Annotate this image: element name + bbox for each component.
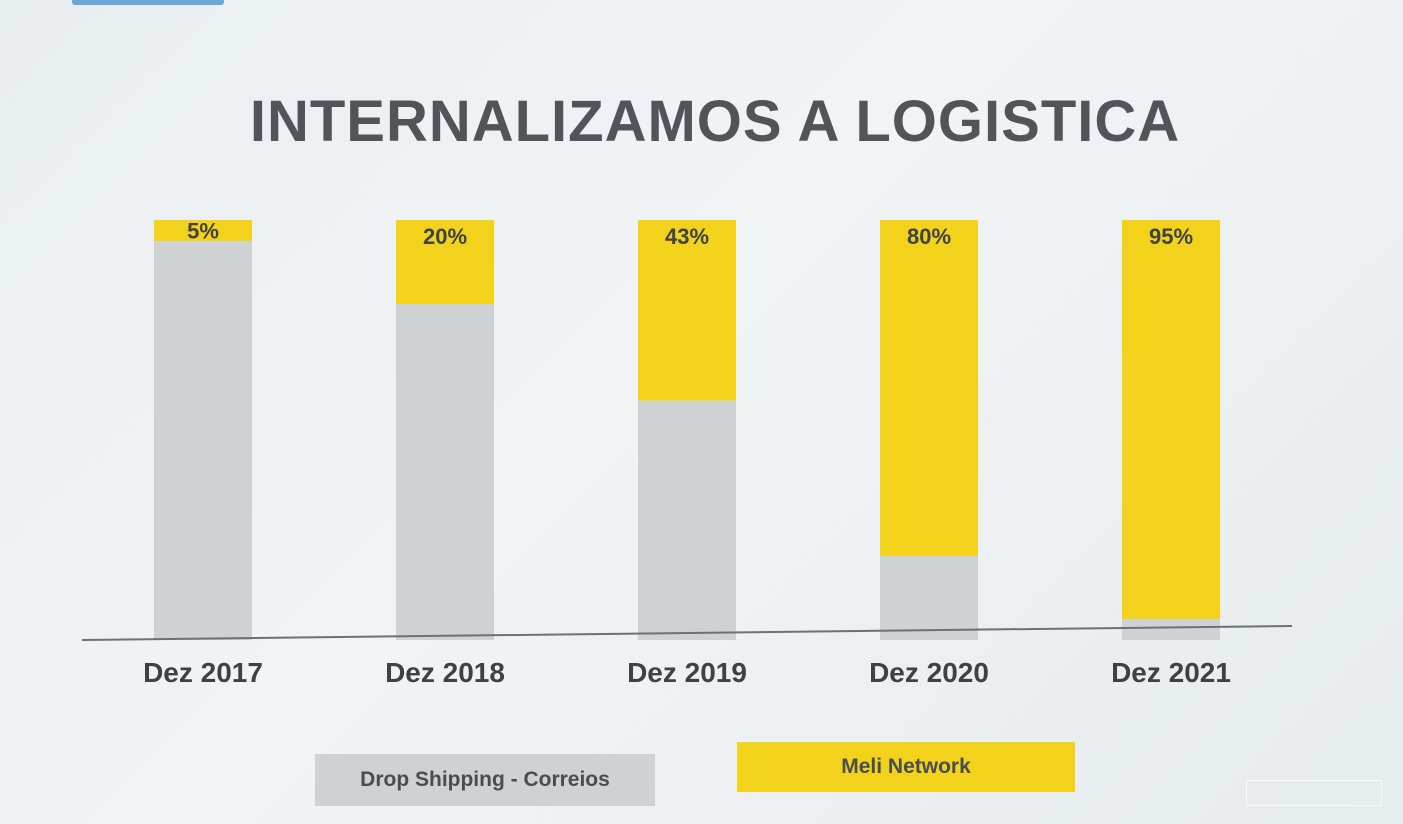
x-tick-label: Dez 2020	[869, 657, 989, 688]
bar-meli-network	[638, 220, 736, 401]
bar-drop-shipping	[154, 241, 252, 640]
x-tick-label: Dez 2017	[143, 657, 263, 688]
data-label: 80%	[907, 224, 951, 249]
bar-meli-network	[396, 220, 494, 304]
corner-badge	[1246, 780, 1382, 806]
legend-meli-network: Meli Network	[737, 742, 1075, 792]
bar-drop-shipping	[1122, 619, 1220, 640]
chart-title: INTERNALIZAMOS A LOGISTICA	[249, 89, 1181, 154]
bar-meli-network	[1122, 220, 1220, 619]
x-axis-line	[81, 625, 1293, 641]
legend-meli-network-label: Meli Network	[841, 755, 971, 778]
top-tab	[72, 0, 224, 5]
data-label: 43%	[665, 224, 709, 249]
bar-drop-shipping	[638, 400, 736, 640]
bar-meli-network	[154, 220, 252, 241]
bar-meli-network	[880, 220, 978, 556]
bar-drop-shipping	[396, 304, 494, 640]
legend-drop-shipping: Drop Shipping - Correios	[315, 754, 655, 806]
data-label: 95%	[1149, 224, 1193, 249]
bar-drop-shipping	[880, 556, 978, 640]
x-tick-label: Dez 2018	[385, 657, 505, 688]
legend-drop-shipping-label: Drop Shipping - Correios	[360, 768, 610, 791]
data-label: 20%	[423, 224, 467, 249]
x-tick-label: Dez 2021	[1111, 657, 1231, 688]
data-label: 5%	[187, 219, 219, 244]
x-tick-label: Dez 2019	[627, 657, 747, 688]
